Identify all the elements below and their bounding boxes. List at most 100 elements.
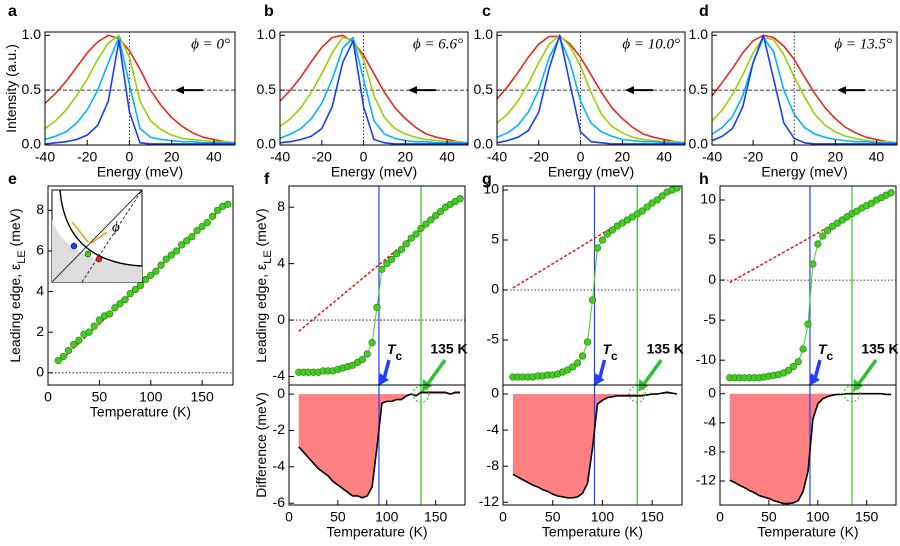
y-axis-label: Intensity (a.u.) (3, 44, 19, 133)
tc-arrow (813, 359, 822, 380)
data-point (823, 226, 832, 235)
y-tick-label: 0.5 (474, 81, 494, 97)
y-tick-label: 0 (708, 384, 716, 400)
data-point (397, 245, 406, 254)
x-tick-label: 50 (92, 389, 108, 405)
y-tick-label: -8 (704, 443, 717, 459)
y-tick-label: -2 (273, 421, 286, 437)
plot-area (298, 385, 461, 505)
y-tick-label: 0 (491, 385, 499, 401)
data-point (422, 220, 430, 228)
data-point (784, 366, 793, 375)
x-axis-label: Temperature (K) (326, 524, 427, 540)
data-point (638, 207, 646, 215)
y-axis-label-unit: (meV) (253, 208, 269, 250)
spectrum-curve (45, 34, 235, 144)
plot-area (280, 32, 468, 145)
y-tick-label: -4 (273, 367, 286, 383)
inset-arrow (89, 231, 108, 245)
x-axis-label: Temperature (K) (757, 524, 858, 540)
plot-frame (47, 185, 234, 386)
y-tick-label: -5 (704, 311, 717, 327)
data-point (106, 310, 114, 318)
x-tick-label: -40 (270, 149, 290, 165)
linear-fit (729, 191, 892, 284)
data-point (59, 352, 68, 361)
data-point (75, 336, 83, 344)
data-point (208, 212, 217, 221)
y-axis-label-text: Leading edge, ε (7, 264, 23, 363)
tc-label: Tc (387, 341, 403, 363)
data-point (573, 359, 582, 367)
x-tick-label: 20 (164, 149, 180, 165)
spectrum-curve (497, 34, 685, 144)
onset-arrow (856, 358, 878, 387)
data-point (588, 296, 597, 304)
x-tick-label: 0 (285, 509, 293, 525)
spectrum-curve (280, 36, 468, 144)
data-point (402, 240, 410, 248)
data-point (608, 226, 617, 234)
spectrum-curve (280, 36, 468, 144)
inset-arrow (71, 221, 89, 243)
y-tick-label: 8 (36, 201, 44, 217)
data-point (653, 196, 661, 204)
tc-label-subscript: c (827, 349, 834, 363)
data-point (162, 255, 170, 263)
onset-marker (412, 385, 430, 403)
spectrum-curve (45, 39, 235, 145)
y-tick-label: -4 (487, 421, 500, 437)
arrow-head (837, 86, 846, 95)
tc-label-subscript: c (396, 349, 403, 363)
y-tick-label: 6 (36, 242, 44, 258)
x-axis-label: Energy (meV) (761, 164, 847, 180)
data-point (54, 356, 62, 365)
y-tick-label: 4 (36, 282, 44, 298)
data-point (90, 322, 98, 330)
inset-dot (70, 242, 78, 250)
tc-label-text: T (602, 341, 612, 357)
data-point (116, 300, 124, 308)
x-axis-label: Energy (meV) (331, 164, 417, 180)
tc-arrow (597, 359, 607, 380)
panel-letter: e (8, 171, 17, 188)
panel-letter: f (264, 171, 270, 188)
data-point (814, 240, 822, 248)
x-tick-label: 100 (139, 389, 163, 405)
data-point (378, 265, 386, 273)
x-tick-label: 100 (806, 509, 830, 525)
data-point (417, 224, 425, 232)
panel-letter: h (699, 171, 709, 188)
data-point (436, 207, 445, 216)
inset-cut (81, 189, 143, 283)
angle-label: ϕ = 13.5° (834, 36, 892, 52)
panel-letter: b (264, 3, 274, 20)
onset-marker (628, 385, 646, 403)
plot-frame (279, 31, 469, 146)
y-tick-label: 2 (36, 323, 44, 339)
data-point (152, 267, 160, 275)
inset-diagonal (51, 189, 143, 283)
plot-area (729, 385, 892, 505)
y-tick-label: 0.0 (257, 136, 277, 152)
x-tick-label: 150 (640, 509, 664, 525)
data-point (203, 218, 211, 227)
data-point (578, 352, 587, 360)
data-point (64, 346, 73, 355)
spectrum-curve (497, 35, 685, 144)
data-point (593, 244, 602, 252)
x-tick-label: 20 (398, 149, 414, 165)
inset-dot (84, 250, 92, 258)
y-tick-label: 5 (708, 231, 716, 247)
data-point (427, 216, 435, 224)
panel-letter: c (482, 3, 491, 20)
tc-arrow-head (377, 373, 389, 386)
data-point (809, 260, 817, 268)
y-axis-label-text: Difference (meV) (253, 392, 269, 498)
y-tick-label: 0 (36, 364, 44, 380)
angle-label: ϕ = 0° (191, 36, 230, 52)
x-axis-label: Temperature (K) (542, 524, 643, 540)
data-point (198, 222, 206, 231)
spectrum-curve (712, 34, 897, 144)
